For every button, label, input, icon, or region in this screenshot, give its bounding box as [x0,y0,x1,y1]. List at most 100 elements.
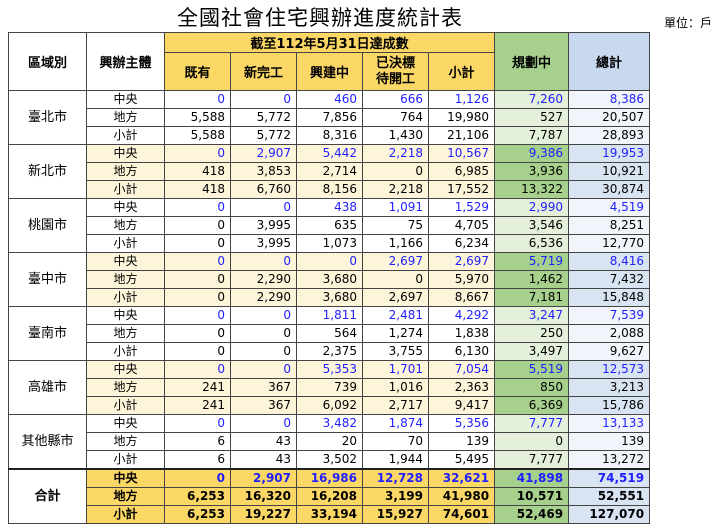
cell-value: 3,995 [230,216,297,235]
cell-value: 7,777 [494,414,570,433]
agency-type: 地方 [86,378,165,397]
cell-value: 3,546 [494,216,570,235]
cell-value: 0 [230,324,297,343]
cell-value: 30,874 [568,180,651,199]
agency-type: 中央 [86,360,165,379]
cell-value: 13,272 [568,450,651,470]
cell-value: 7,777 [494,450,570,470]
cell-value: 0 [230,414,297,433]
agency-type: 小計 [86,450,165,470]
table-row: 地方 0 3,995 635 75 4,705 3,546 8,251 [9,216,720,235]
cell-value: 0 [296,252,363,271]
cell-value: 8,251 [568,216,651,235]
region-name: 臺中市 [8,252,87,307]
cell-value: 1,462 [494,270,570,289]
table-row: 小計 6,253 19,227 33,194 15,927 74,601 52,469 127… [9,505,720,524]
region-name: 臺南市 [8,306,87,361]
table-row: 小計 0 2,290 3,680 2,697 8,667 7,181 15,848 [9,288,720,307]
agency-type: 中央 [86,198,165,217]
cell-value: 2,218 [362,144,429,163]
cell-value: 2,290 [230,270,297,289]
cell-value: 2,290 [230,288,297,307]
cell-value: 5,772 [230,126,297,145]
cell-value: 21,106 [427,126,496,145]
table-row: 地方 0 0 564 1,274 1,838 250 2,088 [9,324,720,343]
cell-value: 5,356 [427,414,496,433]
agency-type: 小計 [86,342,165,361]
cell-value: 6,536 [494,234,570,253]
cell-value: 1,944 [362,450,429,470]
cell-value: 0 [164,198,231,217]
agency-type: 小計 [86,288,165,307]
header-planning: 規劃中 [494,32,570,91]
cell-value: 2,375 [296,342,363,361]
table-row: 桃園市 中央 0 0 438 1,091 1,529 2,990 4,519 [8,198,720,253]
cell-value: 52,469 [494,505,570,524]
region-name: 合計 [8,468,87,524]
cell-value: 0 [164,324,231,343]
cell-value: 8,156 [296,180,363,199]
agency-type: 小計 [86,396,165,415]
cell-value: 0 [164,306,231,325]
agency-type: 小計 [86,234,165,253]
table-row: 小計 5,588 5,772 8,316 1,430 21,106 7,787 28,893 [9,126,720,145]
agency-type: 地方 [86,432,165,451]
cell-value: 3,247 [494,306,570,325]
table-row: 新北市 中央 0 2,907 5,442 2,218 10,567 9,386 19,953 [8,144,720,199]
cell-value: 5,495 [427,450,496,470]
cell-value: 6,369 [494,396,570,415]
region-name: 桃園市 [8,198,87,253]
cell-value: 0 [362,270,429,289]
header-region: 區域別 [8,32,87,91]
cell-value: 1,073 [296,234,363,253]
agency-type: 地方 [86,216,165,235]
cell-value: 241 [164,378,231,397]
agency-type: 小計 [86,126,165,145]
cell-value: 17,552 [427,180,496,199]
cell-value: 460 [296,90,363,109]
cell-value: 52,551 [568,487,651,506]
cell-value: 3,936 [494,162,570,181]
cell-value: 3,995 [230,234,297,253]
cell-value: 13,322 [494,180,570,199]
cell-value: 5,442 [296,144,363,163]
table-row: 合計 中央 0 2,907 16,986 12,728 32,621 41,898 74,519 [8,468,720,524]
cell-value: 850 [494,378,570,397]
cell-value: 16,986 [296,468,363,488]
cell-value: 20,507 [568,108,651,127]
cell-value: 250 [494,324,570,343]
cell-value: 15,848 [568,288,651,307]
cell-value: 41,898 [494,468,570,488]
cell-value: 3,680 [296,270,363,289]
cell-value: 2,697 [362,288,429,307]
cell-value: 74,601 [427,505,496,524]
cell-value: 7,856 [296,108,363,127]
cell-value: 10,571 [494,487,570,506]
cell-value: 32,621 [427,468,496,488]
cell-value: 6,985 [427,162,496,181]
header-awarded: 已決標待開工 [362,52,429,91]
table-row: 臺南市 中央 0 0 1,811 2,481 4,292 3,247 7,539 [8,306,720,361]
cell-value: 2,088 [568,324,651,343]
cell-value: 564 [296,324,363,343]
cell-value: 4,519 [568,198,651,217]
cell-value: 15,786 [568,396,651,415]
cell-value: 1,166 [362,234,429,253]
cell-value: 7,539 [568,306,651,325]
table-row: 小計 241 367 6,092 2,717 9,417 6,369 15,786 [9,396,720,415]
table-row: 地方 0 2,290 3,680 0 5,970 1,462 7,432 [9,270,720,289]
agency-type: 地方 [86,487,165,506]
cell-value: 3,853 [230,162,297,181]
cell-value: 2,697 [427,252,496,271]
cell-value: 418 [164,162,231,181]
agency-type: 地方 [86,108,165,127]
cell-value: 5,353 [296,360,363,379]
cell-value: 1,430 [362,126,429,145]
agency-type: 地方 [86,270,165,289]
cell-value: 16,320 [230,487,297,506]
table-row: 高雄市 中央 0 0 5,353 1,701 7,054 5,519 12,573 [8,360,720,415]
cell-value: 4,292 [427,306,496,325]
cell-value: 9,386 [494,144,570,163]
table-row: 小計 6 43 3,502 1,944 5,495 7,777 13,272 [9,450,720,470]
cell-value: 19,953 [568,144,651,163]
